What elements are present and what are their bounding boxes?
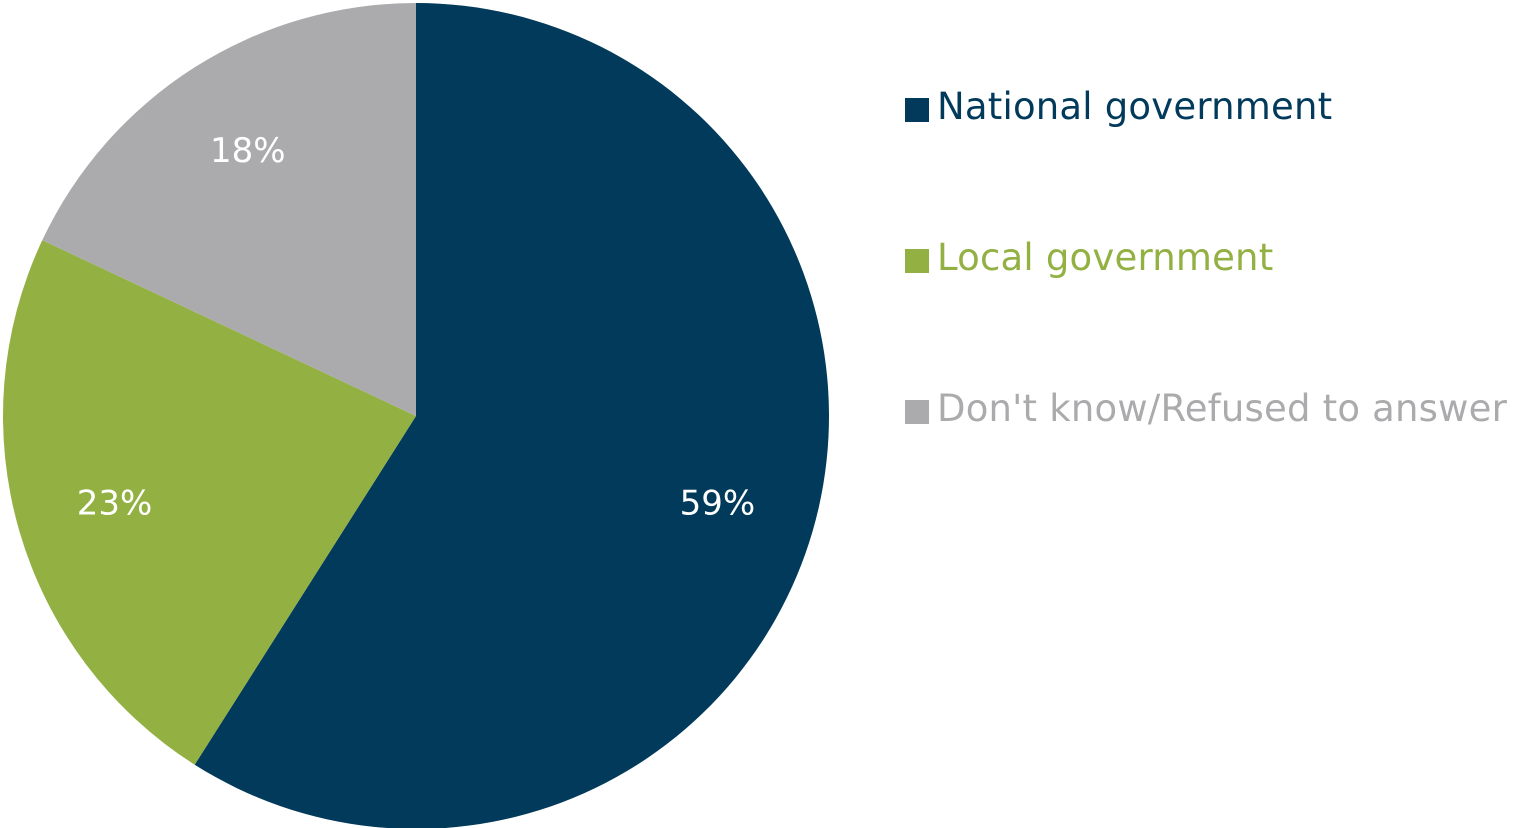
legend-label-dont-know: Don't know/Refused to answer <box>937 387 1507 430</box>
legend-label-local-government: Local government <box>937 236 1274 279</box>
legend-swatch-national-government <box>905 98 929 122</box>
legend: National government Local government Don… <box>905 82 1515 535</box>
data-label-don-t-know-refused-to-answer: 18% <box>210 131 286 171</box>
pie-slice-don-t-know-refused-to-answer <box>42 3 416 416</box>
legend-item-local-government: Local government <box>905 233 1515 283</box>
legend-item-dont-know: Don't know/Refused to answer <box>905 384 1515 434</box>
legend-item-national-government: National government <box>905 82 1515 132</box>
legend-swatch-local-government <box>905 249 929 273</box>
pie-plot-area: 59% 23% 18% <box>2 3 829 828</box>
data-label-local-government: 23% <box>77 484 153 524</box>
pie-slice-national-government <box>194 3 829 828</box>
data-label-national-government: 59% <box>680 484 756 524</box>
pie-slice-local-government <box>2 240 416 765</box>
legend-swatch-dont-know <box>905 400 929 424</box>
legend-label-national-government: National government <box>937 85 1333 128</box>
